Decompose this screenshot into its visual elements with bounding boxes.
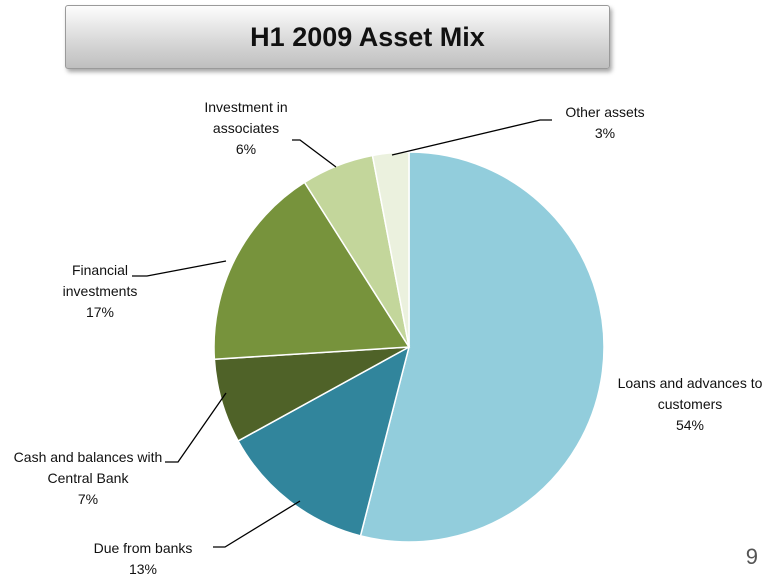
value-label: 7% xyxy=(77,491,99,507)
leader-line xyxy=(165,392,227,463)
category-label: Other assets xyxy=(565,104,645,120)
slice-label: Cash and balances with Central Bank 7% xyxy=(8,447,168,510)
leader-line xyxy=(391,119,552,156)
value-label: 17% xyxy=(85,304,115,320)
slice-label: Due from banks 13% xyxy=(73,538,213,580)
leader-line xyxy=(132,260,227,277)
slice-label: Financial investments 17% xyxy=(50,260,150,323)
slice-label: Other assets 3% xyxy=(545,102,665,144)
value-label: 13% xyxy=(128,561,158,577)
value-label: 6% xyxy=(235,141,257,157)
title-banner: H1 2009 Asset Mix xyxy=(65,5,610,69)
pie-slice xyxy=(371,151,410,348)
chart-title: H1 2009 Asset Mix xyxy=(250,21,485,52)
category-label: Loans and advances to customers xyxy=(617,375,763,412)
category-label: Due from banks xyxy=(93,540,193,556)
value-label: 54% xyxy=(675,417,705,433)
page-number: 9 xyxy=(745,544,758,569)
pie-slice xyxy=(237,345,411,537)
value-label: 3% xyxy=(594,125,616,141)
category-label: Cash and balances with Central Bank xyxy=(13,449,163,486)
pie-slice xyxy=(213,181,411,361)
slice-label: Loans and advances to customers 54% xyxy=(612,373,768,436)
category-label: Financial investments xyxy=(62,262,138,299)
leader-line xyxy=(292,139,337,168)
leader-line xyxy=(213,500,301,548)
slice-label: Investment in associates 6% xyxy=(190,97,302,160)
category-label: Investment in associates xyxy=(204,99,288,136)
pie-slice xyxy=(359,151,605,543)
